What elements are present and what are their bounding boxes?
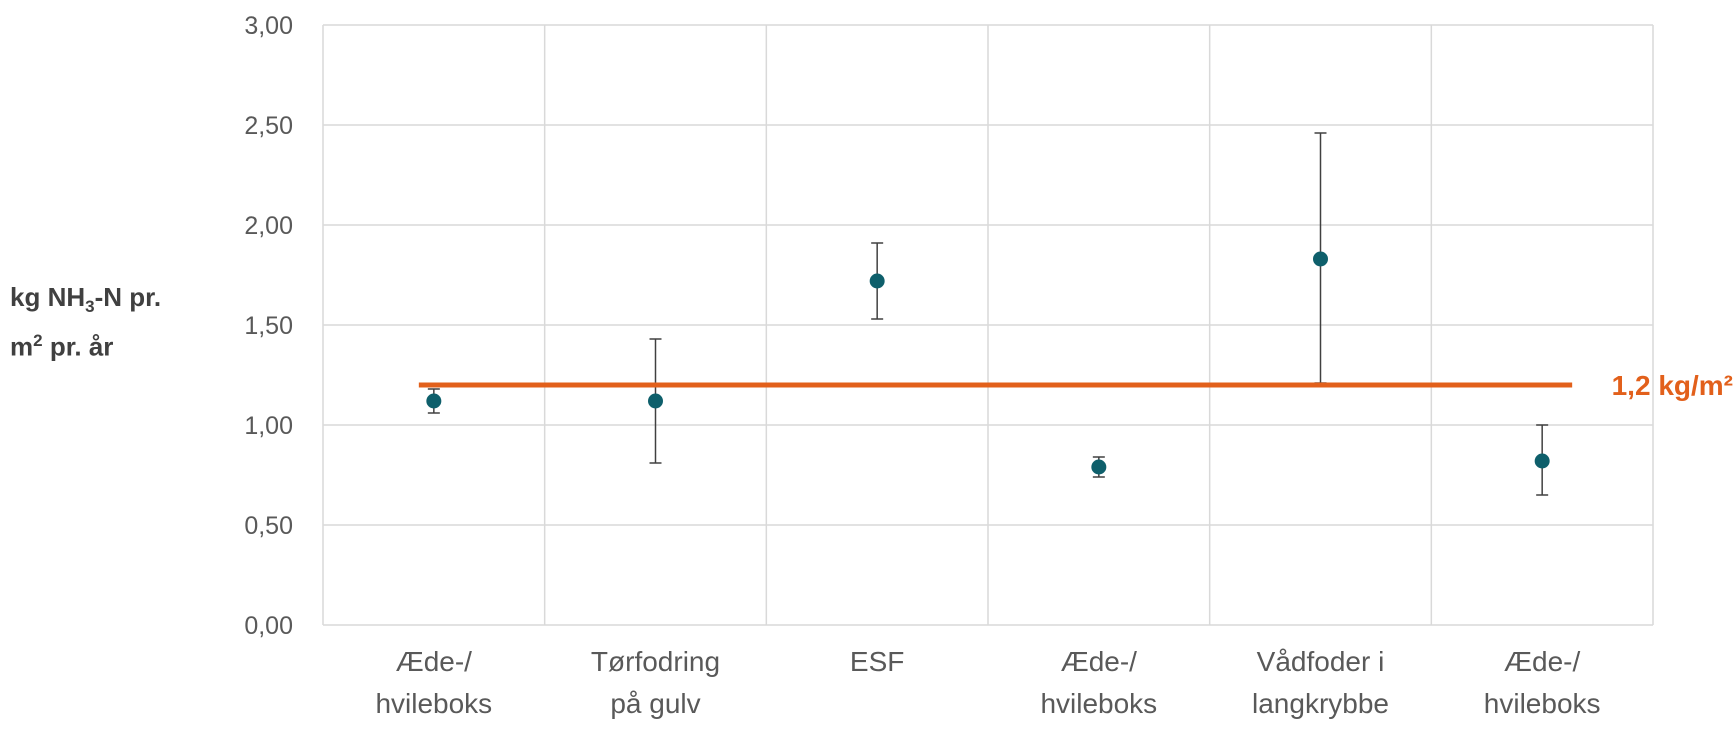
y-tick-label: 1,00 xyxy=(244,412,293,440)
y-tick-label: 2,00 xyxy=(244,212,293,240)
y-axis-label-line2-post: pr. år xyxy=(42,331,114,362)
data-point xyxy=(426,393,442,409)
data-point xyxy=(1534,453,1550,469)
reference-line-label: 1,2 kg/m² xyxy=(1612,370,1733,401)
data-point xyxy=(1091,459,1107,475)
y-axis-label-line1-post: -N pr. xyxy=(94,282,162,312)
y-axis-label-line1-pre: kg NH xyxy=(10,282,86,312)
data-point xyxy=(869,273,885,289)
y-tick-label: 0,50 xyxy=(244,512,293,540)
y-axis-label: kg NH3-N pr. m2 pr. år xyxy=(10,280,161,364)
x-category-label: Æde-/hvileboks xyxy=(1040,646,1157,719)
data-point xyxy=(1313,251,1328,267)
y-tick-label: 1,50 xyxy=(244,312,293,340)
x-category-label: Æde-/hvileboks xyxy=(1484,646,1601,719)
x-category-label: Vådfoder i langkrybbe xyxy=(1252,646,1389,719)
y-tick-label: 0,00 xyxy=(244,612,293,640)
x-category-label: Tørfodring på gulv xyxy=(591,646,720,719)
data-point xyxy=(648,393,663,409)
y-axis-label-superscript: 2 xyxy=(33,331,43,351)
y-axis-label-line2-pre: m xyxy=(10,331,34,362)
y-axis-label-subscript: 3 xyxy=(85,297,95,317)
x-category-label: ESF xyxy=(850,646,904,677)
y-tick-label: 2,50 xyxy=(244,112,293,140)
y-tick-label: 3,00 xyxy=(244,12,293,40)
x-category-label: Æde-/hvileboks xyxy=(375,646,492,719)
